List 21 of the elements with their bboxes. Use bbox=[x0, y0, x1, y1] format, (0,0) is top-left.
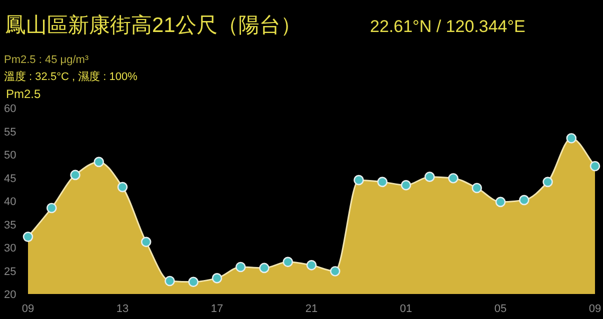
ytick: 30 bbox=[4, 242, 16, 254]
ytick: 25 bbox=[4, 266, 16, 278]
ytick: 50 bbox=[4, 150, 16, 162]
xtick: 09 bbox=[22, 303, 34, 315]
ytick: 40 bbox=[4, 196, 16, 208]
xtick: 17 bbox=[210, 303, 224, 315]
ytick: 20 bbox=[4, 289, 16, 301]
title: 鳳山區新康街高21公尺（陽台） bbox=[5, 14, 302, 37]
xtick: 05 bbox=[494, 303, 507, 315]
ylabel: Pm2.5 bbox=[6, 87, 41, 101]
xtick: 21 bbox=[305, 303, 318, 315]
annotation: 溫度 : 32.5°C , 濕度 : 100% bbox=[4, 71, 138, 83]
xtick: 13 bbox=[116, 303, 129, 315]
subtitle: 22.61°N / 120.344°E bbox=[370, 17, 526, 36]
ytick: 45 bbox=[4, 172, 16, 185]
annotation: Pm2.5 : 45 μg/m³ bbox=[4, 54, 89, 66]
ytick: 55 bbox=[4, 126, 16, 138]
ytick: 60 bbox=[4, 103, 16, 115]
xtick: 09 bbox=[588, 303, 602, 315]
xtick: 01 bbox=[400, 303, 412, 315]
ytick: 35 bbox=[4, 219, 16, 232]
